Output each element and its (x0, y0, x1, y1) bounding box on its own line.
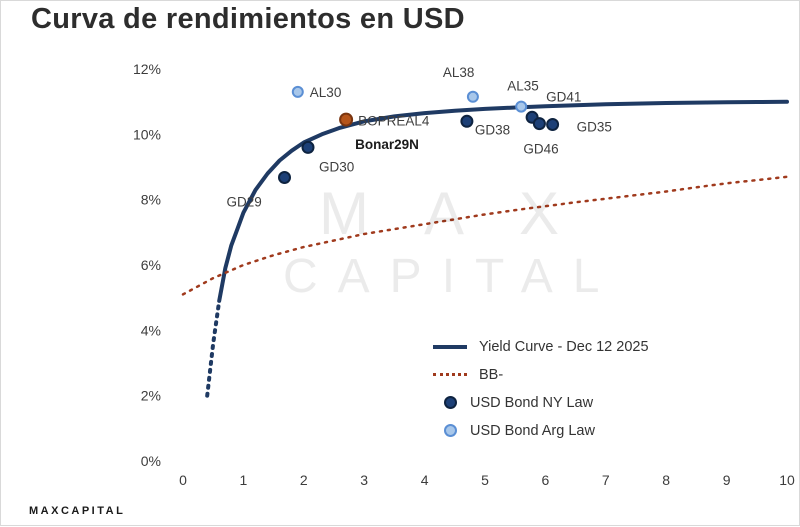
bond-point (291, 85, 304, 98)
x-tick-label: 2 (300, 472, 308, 488)
legend-item: Yield Curve - Dec 12 2025 (433, 337, 649, 356)
bond-point-label: GD29 (227, 195, 262, 210)
yield-curve-extrapolated-segment (205, 298, 222, 398)
bond-point-label: GD30 (319, 159, 354, 174)
y-tick-label: 0% (141, 453, 161, 469)
bond-point (278, 171, 291, 184)
legend-dotted-line-swatch (433, 373, 467, 376)
x-tick-label: 6 (542, 472, 550, 488)
legend-dot-swatch (444, 396, 457, 409)
legend-label: USD Bond NY Law (470, 394, 594, 411)
x-tick-label: 1 (240, 472, 248, 488)
y-tick-label: 6% (141, 257, 161, 273)
annotation-label: Bonar29N (355, 137, 419, 152)
bond-point (460, 114, 474, 128)
x-tick-label: 10 (779, 472, 795, 488)
x-tick-label: 7 (602, 472, 610, 488)
brand-logo: MAXCAPITAL (29, 505, 126, 517)
y-tick-label: 10% (133, 126, 161, 142)
bond-point-label: AL35 (507, 79, 539, 94)
y-tick-label: 12% (133, 61, 161, 77)
legend-label: USD Bond Arg Law (470, 422, 595, 439)
yield-curve-line (217, 99, 789, 303)
legend-dot-swatch (444, 424, 457, 437)
y-tick-label: 4% (141, 322, 161, 338)
bond-point-label: GD35 (577, 120, 612, 135)
bb-rating-curve-line (181, 175, 789, 296)
bond-point (466, 90, 479, 103)
legend-item: USD Bond Arg Law (433, 421, 649, 440)
bond-point (532, 117, 546, 131)
y-tick-label: 2% (141, 388, 161, 404)
legend-label: Yield Curve - Dec 12 2025 (479, 338, 649, 355)
y-tick-label: 8% (141, 192, 161, 208)
bond-point (339, 112, 354, 127)
bond-point-label: AL30 (310, 85, 342, 100)
x-tick-label: 3 (360, 472, 368, 488)
legend-solid-line-swatch (433, 344, 467, 349)
x-tick-label: 9 (723, 472, 731, 488)
legend-label: BB- (479, 366, 504, 383)
bond-point-label: BOPREAL4 (358, 114, 430, 129)
bond-point (301, 140, 315, 154)
bond-point-label: AL38 (443, 65, 475, 80)
bond-point-label: GD41 (546, 89, 581, 104)
legend-item: USD Bond NY Law (433, 393, 649, 412)
x-tick-label: 5 (481, 472, 489, 488)
x-tick-label: 4 (421, 472, 429, 488)
bond-point (515, 100, 528, 113)
chart-title: Curva de rendimientos en USD (31, 3, 465, 35)
legend-item: BB- (433, 365, 649, 384)
x-tick-label: 0 (179, 472, 187, 488)
bond-point-label: GD46 (523, 142, 558, 157)
bond-point (546, 118, 560, 131)
x-tick-label: 8 (662, 472, 670, 488)
bond-point-label: GD38 (475, 122, 510, 137)
legend: Yield Curve - Dec 12 2025 BB- USD Bond NY … (433, 337, 649, 440)
